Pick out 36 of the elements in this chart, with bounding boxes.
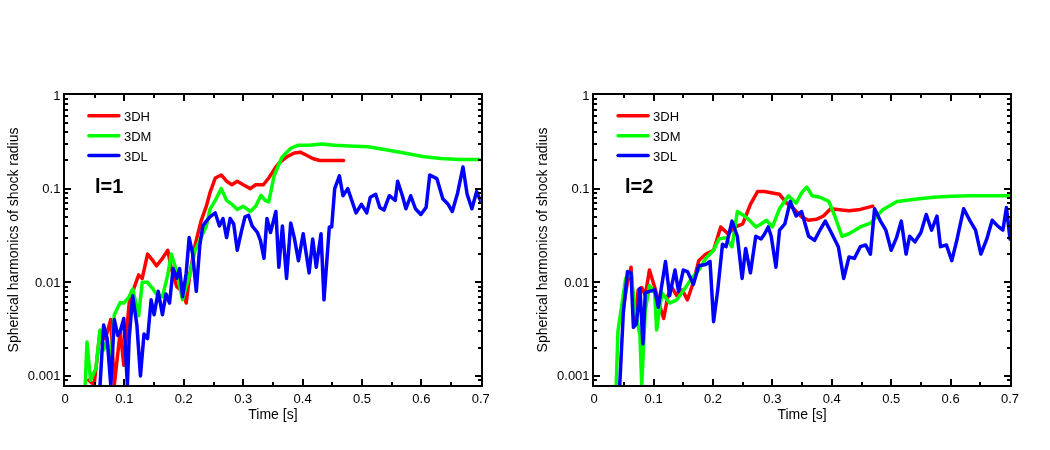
x-tick-label: 0.1	[644, 390, 663, 406]
legend-label: 3DM	[653, 128, 681, 144]
x-tick-label: 0.5	[882, 390, 901, 406]
x-tick-label: 0.7	[471, 390, 490, 406]
x-tick-label: 0.4	[293, 390, 312, 406]
x-tick-label: 0.2	[703, 390, 723, 406]
legend-label: 3DL	[653, 148, 677, 164]
y-tick-label: 0.1	[571, 181, 590, 197]
x-axis-title: Time [s]	[248, 405, 298, 422]
annotation: l=1	[95, 175, 124, 197]
y-tick-label: 0.1	[42, 181, 61, 197]
y-tick-label: 1	[582, 87, 590, 103]
x-tick-label: 0.3	[234, 390, 253, 406]
x-tick-label: 0.4	[822, 390, 841, 406]
y-tick-label: 0.01	[35, 274, 61, 290]
x-tick-label: 0	[590, 390, 598, 406]
x-tick-label: 0.7	[1000, 390, 1020, 406]
legend-label: 3DH	[123, 108, 150, 124]
y-tick-label: 0.001	[557, 368, 590, 384]
x-tick-label: 0.5	[352, 390, 372, 406]
legend-label: 3DM	[123, 128, 152, 144]
legend-label: 3DH	[653, 108, 680, 124]
legend-label: 3DL	[123, 148, 148, 164]
y-tick-label: 0.001	[27, 368, 61, 384]
x-axis-title: Time [s]	[777, 405, 827, 422]
x-tick-label: 0.3	[763, 390, 782, 406]
x-tick-label: 0.1	[115, 390, 134, 406]
y-tick-label: 1	[53, 87, 61, 103]
y-tick-label: 0.01	[564, 274, 590, 290]
y-axis-title: Spherical harmonics of shock radius	[534, 127, 551, 353]
x-tick-label: 0.2	[174, 390, 193, 406]
x-tick-label: 0.6	[941, 390, 960, 406]
x-tick-label: 0.6	[412, 390, 431, 406]
y-axis-title: Spherical harmonics of shock radius	[4, 127, 21, 353]
x-tick-label: 0	[61, 390, 69, 406]
annotation: l=2	[625, 175, 654, 197]
